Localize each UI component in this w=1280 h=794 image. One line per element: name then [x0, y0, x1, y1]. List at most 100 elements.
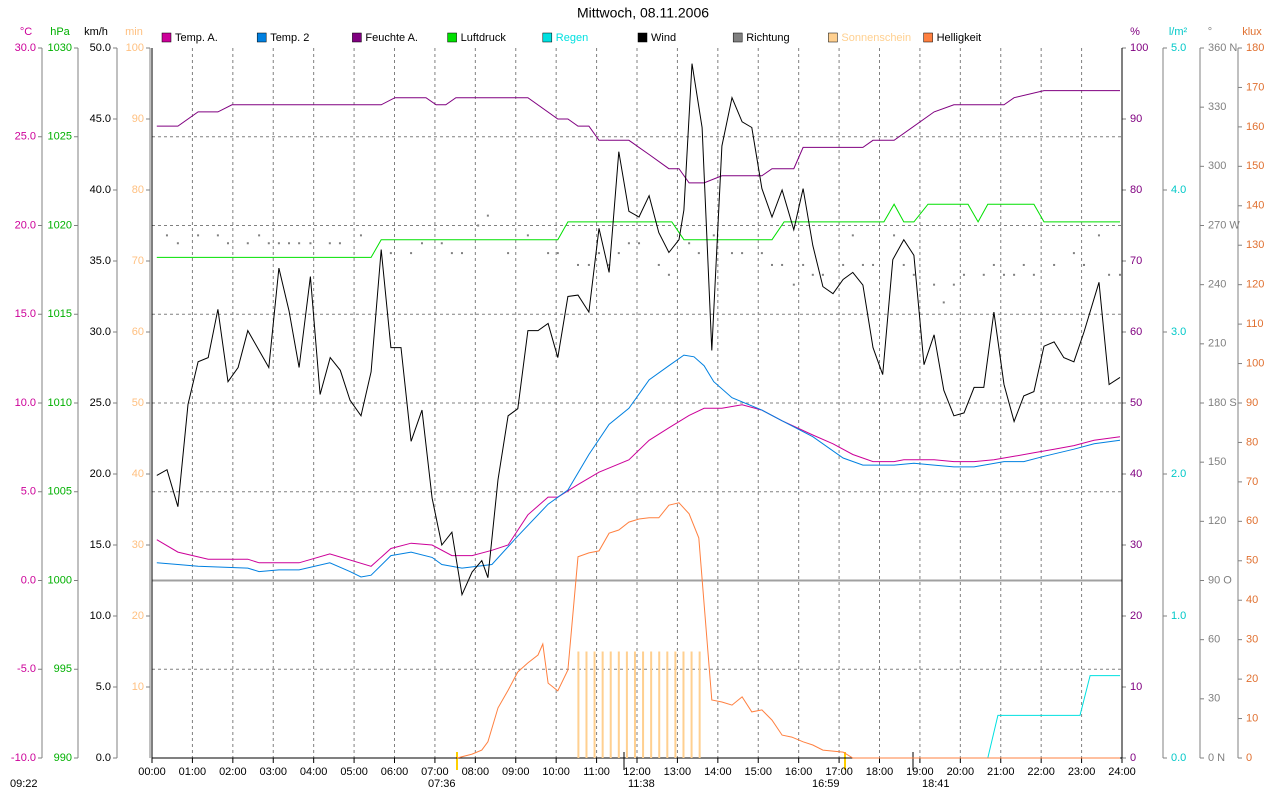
x-tick-label: 11:00 [583, 766, 610, 778]
series-line [456, 502, 1120, 759]
y-tick-label: 150 [1246, 160, 1264, 172]
y-tick-label: 50 [1130, 397, 1142, 409]
point [1118, 273, 1121, 276]
point [667, 273, 670, 276]
point [1083, 263, 1086, 266]
legend-swatch [447, 32, 457, 43]
bar [682, 651, 685, 758]
y-tick-label: 80 [1246, 436, 1258, 448]
bar [617, 651, 620, 758]
y-tick-label: 160 [1246, 121, 1264, 133]
y-tick-label: 35.0 [90, 255, 111, 267]
point [851, 234, 854, 237]
point [933, 283, 936, 286]
y-tick-label: 1010 [48, 397, 72, 409]
legend-label: Temp. 2 [270, 32, 309, 44]
x-tick-label: 09:00 [502, 766, 530, 778]
point [792, 283, 795, 286]
annotation: 16:59 [812, 778, 840, 790]
point [477, 224, 480, 227]
point [176, 242, 179, 245]
point [547, 252, 550, 255]
point [770, 263, 773, 266]
y-tick-label: 30.0 [15, 42, 36, 54]
bar [585, 651, 588, 758]
y-tick-label: 5.0 [96, 681, 111, 693]
y-tick-label: 50.0 [90, 42, 111, 54]
y-tick-label: 20.0 [90, 468, 111, 480]
y-tick-label: 80 [1130, 184, 1142, 196]
legend-swatch [542, 32, 553, 43]
y-tick-label: 330 [1208, 101, 1226, 113]
x-tick-label: 08:00 [462, 766, 490, 778]
point [982, 273, 985, 276]
legend-label: Regen [556, 32, 588, 44]
y-tick-label: 70 [1130, 255, 1142, 267]
point [507, 252, 510, 255]
y-tick-label: -10.0 [11, 752, 36, 764]
point [328, 242, 331, 245]
y-tick-label: 0.0 [1171, 752, 1186, 764]
point [420, 242, 423, 245]
bar [658, 651, 661, 758]
point [638, 242, 641, 245]
y-tick-label: 0 [1130, 752, 1136, 764]
annotation: 18:41 [922, 778, 950, 790]
point [872, 263, 875, 266]
y-tick-label: 210 [1208, 338, 1226, 350]
y-tick-label: 60 [1246, 515, 1258, 527]
y-tick-label: 0 N [1208, 752, 1225, 764]
y-tick-label: 140 [1246, 200, 1264, 212]
y-tick-label: 60 [1208, 634, 1220, 646]
point [821, 273, 824, 276]
series-line [156, 354, 1121, 578]
y-tick-label: 90 [1246, 397, 1258, 409]
y-tick-label: 30 [1208, 693, 1220, 705]
x-tick-label: 04:00 [300, 766, 328, 778]
point [1002, 273, 1005, 276]
bar [577, 651, 580, 758]
x-tick-label: 00:00 [138, 766, 166, 778]
x-tick-label: 07:00 [421, 766, 449, 778]
y-tick-label: 20 [132, 610, 144, 622]
y-tick-label: 10 [132, 681, 144, 693]
bar [625, 651, 628, 758]
y-tick-label: 130 [1246, 239, 1264, 251]
point [697, 252, 700, 255]
bar [601, 651, 604, 758]
y-tick-label: 1025 [48, 131, 72, 143]
point [1013, 273, 1016, 276]
y-tick-label: 30 [1130, 539, 1142, 551]
y-tick-label: 10.0 [15, 397, 36, 409]
bar [650, 651, 653, 758]
y-tick-label: 15.0 [90, 539, 111, 551]
y-tick-label: 180 S [1208, 397, 1237, 409]
y-tick-label: 40 [132, 468, 144, 480]
point [267, 242, 270, 245]
y-tick-label: 100 [126, 42, 144, 54]
series-line [987, 675, 1120, 759]
y-tick-label: 90 O [1208, 574, 1232, 586]
point [992, 263, 995, 266]
point [688, 242, 691, 245]
x-tick-label: 03:00 [259, 766, 287, 778]
point [627, 242, 630, 245]
y-tick-label: 360 N [1208, 42, 1237, 54]
series-line [156, 203, 1120, 258]
y-tick-label: 100 [1246, 357, 1264, 369]
x-tick-label: 15:00 [744, 766, 772, 778]
point [781, 263, 784, 266]
y-tick-label: 1005 [48, 486, 72, 498]
point [608, 263, 611, 266]
x-tick-label: 01:00 [179, 766, 207, 778]
y-tick-label: 0.0 [96, 752, 111, 764]
y-tick-label: 90 [1130, 113, 1142, 125]
point [617, 252, 620, 255]
annotation: 09:22 [10, 778, 38, 790]
annotation: 07:36 [428, 778, 456, 790]
point [1097, 234, 1100, 237]
series-line [156, 63, 1121, 597]
point [576, 263, 579, 266]
legend-swatch [637, 32, 648, 43]
